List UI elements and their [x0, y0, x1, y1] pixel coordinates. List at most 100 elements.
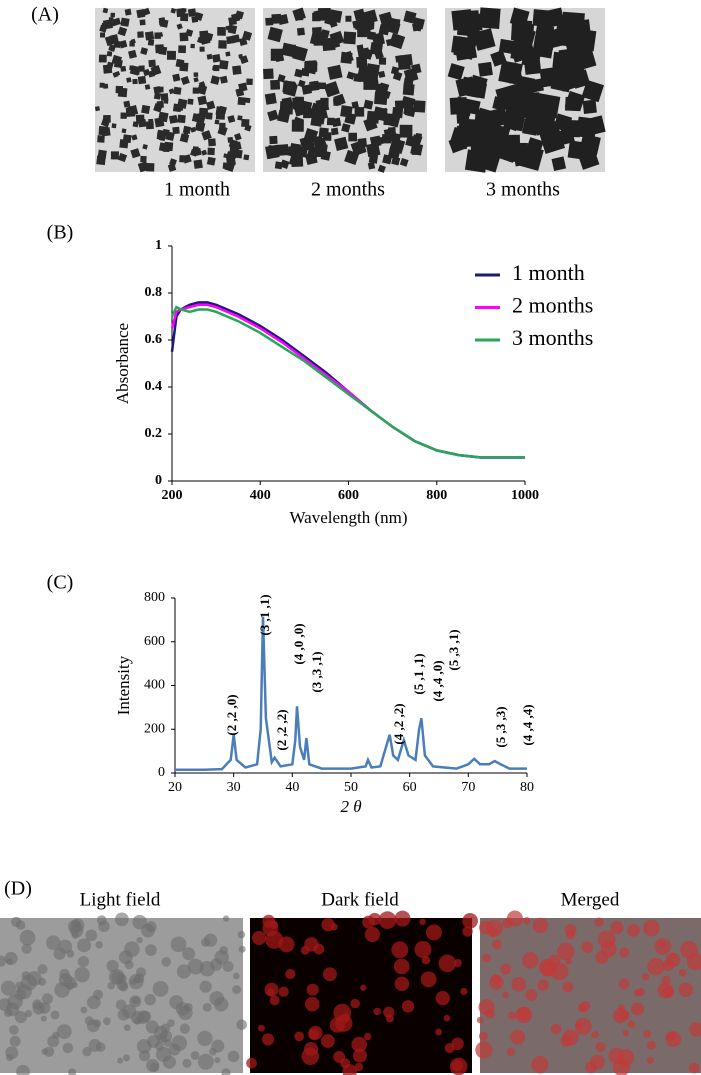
particle: [180, 75, 190, 86]
particle: [413, 100, 426, 113]
particle: [551, 156, 567, 172]
cell: [236, 1019, 248, 1031]
cell: [92, 989, 104, 1000]
particle: [343, 31, 357, 45]
particle: [172, 126, 180, 135]
particle: [140, 155, 147, 163]
particle: [301, 84, 313, 95]
particle: [367, 162, 376, 170]
particle: [293, 50, 303, 60]
cell: [38, 977, 47, 986]
particle: [138, 65, 145, 72]
y-tick-label: 400: [144, 678, 165, 693]
particle: [585, 115, 606, 136]
cell: [322, 967, 337, 982]
cell: [435, 1028, 443, 1036]
cell: [581, 941, 594, 953]
cell: [80, 1006, 88, 1014]
cell: [77, 956, 89, 968]
particle: [100, 117, 111, 128]
cell: [594, 917, 604, 927]
particle: [141, 104, 151, 114]
particle: [108, 44, 116, 52]
particle: [470, 12, 488, 30]
panel-label: (A): [31, 4, 59, 26]
y-tick-label: 200: [144, 721, 165, 736]
cell: [482, 953, 491, 963]
particle: [288, 156, 299, 166]
cell: [171, 1035, 188, 1052]
particle: [218, 105, 227, 115]
caption: Light field: [80, 889, 161, 910]
cell: [159, 1030, 173, 1043]
cell: [96, 915, 107, 926]
cell: [246, 1057, 257, 1069]
particle: [148, 59, 156, 68]
particle: [154, 32, 161, 39]
particle: [315, 107, 329, 120]
cell: [580, 1000, 591, 1012]
micrograph: [475, 910, 701, 1075]
particle: [237, 115, 243, 121]
particle: [190, 126, 196, 133]
particle: [395, 55, 403, 63]
particle: [267, 109, 279, 122]
particle: [381, 16, 395, 30]
cell: [92, 1019, 102, 1028]
cell: [320, 1034, 335, 1048]
particle: [192, 87, 199, 94]
x-tick-label: 70: [461, 780, 475, 795]
cell: [237, 930, 246, 939]
particle: [280, 159, 290, 169]
cell: [145, 944, 157, 956]
particle: [353, 73, 363, 83]
particle: [363, 99, 374, 110]
particle: [196, 84, 208, 95]
y-tick-label: 0: [158, 765, 165, 780]
particle: [365, 63, 380, 78]
cell: [476, 1016, 484, 1024]
cell: [261, 1033, 275, 1046]
x-axis-label: 2 θ: [340, 797, 361, 816]
particle: [519, 92, 540, 113]
particle: [281, 42, 296, 58]
particle: [225, 25, 231, 31]
particle: [225, 51, 231, 57]
cell: [21, 943, 32, 954]
particle: [488, 107, 509, 128]
cell: [500, 963, 512, 975]
particle: [296, 14, 304, 21]
cell: [484, 1008, 495, 1019]
particle: [399, 157, 409, 167]
particle: [309, 33, 322, 46]
particle: [150, 64, 162, 76]
particle: [498, 60, 523, 85]
cell: [77, 938, 92, 953]
x-tick-label: 50: [344, 780, 358, 795]
particle: [125, 107, 136, 117]
peak-annotation: (2 ,2 ,2): [274, 709, 289, 750]
cell: [425, 924, 442, 941]
particle: [567, 140, 587, 160]
cell: [145, 1020, 159, 1034]
cell: [182, 1058, 192, 1068]
cell: [321, 917, 335, 932]
particle: [269, 135, 278, 145]
caption: 2 months: [311, 179, 385, 201]
legend-label: 3 months: [512, 325, 593, 350]
cell: [393, 958, 410, 975]
particle: [363, 9, 378, 25]
cell: [152, 980, 169, 997]
particle: [412, 144, 422, 155]
particle: [163, 99, 169, 104]
particle: [198, 81, 206, 89]
cell: [74, 966, 90, 983]
cell: [641, 972, 650, 981]
particle: [402, 83, 415, 96]
particle: [286, 146, 298, 158]
cell: [197, 1053, 214, 1070]
particle: [128, 49, 137, 59]
cell: [70, 923, 84, 938]
y-tick-label: 0.6: [145, 332, 163, 347]
cell: [294, 1031, 305, 1042]
